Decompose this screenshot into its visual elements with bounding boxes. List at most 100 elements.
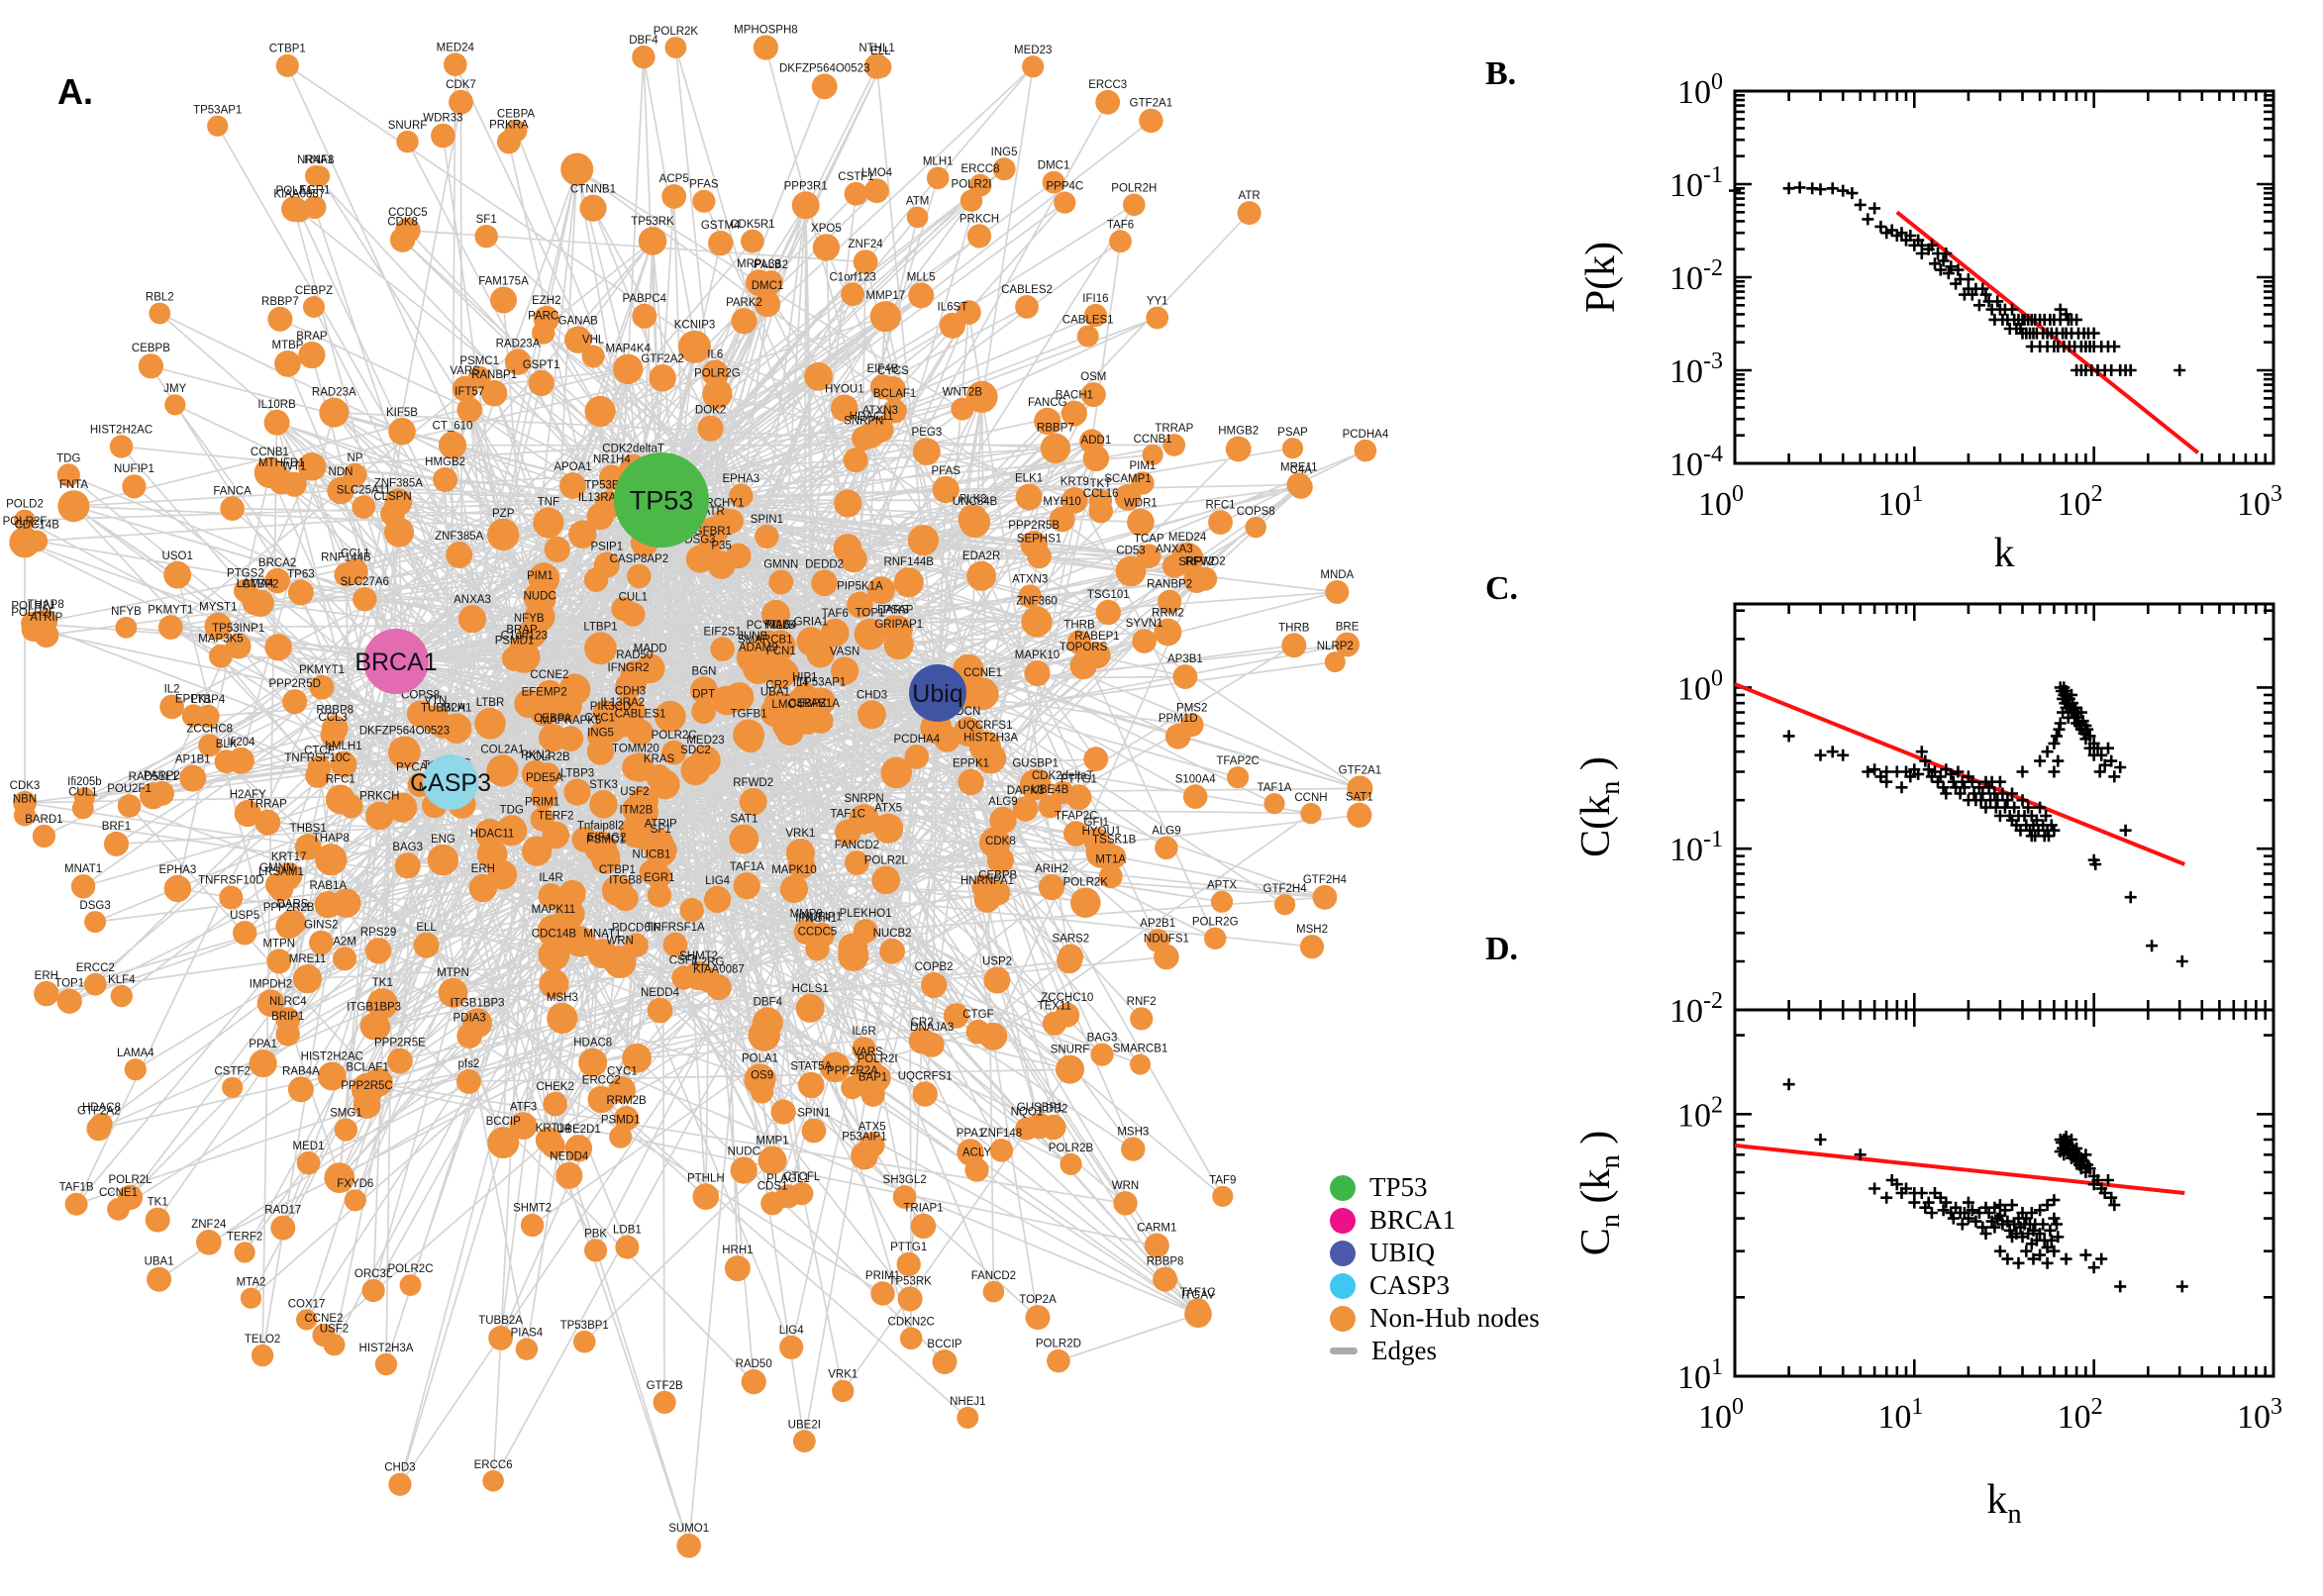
gene-label: SAT1 [730,814,758,826]
gene-label: ACLY [962,1147,992,1159]
non-hub-node [832,1379,855,1403]
non-hub-node [741,1369,766,1395]
non-hub-node [240,1287,262,1309]
gene-label: THRB [1278,622,1310,634]
non-hub-node [811,569,838,597]
gene-label: IL6 [707,349,723,360]
gene-label: VRK1 [828,1369,858,1381]
non-hub-node [719,509,744,534]
gene-label: TAF1B [59,1182,94,1194]
non-hub-node [798,1071,825,1099]
non-hub-node [638,227,667,255]
gene-label: MYST1 [199,602,237,614]
gene-label: GTF2A1 [1130,98,1172,110]
non-hub-node [487,1127,520,1159]
non-hub-node [754,290,781,318]
non-hub-node [556,1161,583,1189]
gene-label: PLAGL1 [766,1173,809,1185]
non-hub-node [966,224,992,249]
gene-label: RNF144B [321,551,371,563]
gene-label: RRM2 [1152,608,1184,620]
gene-label: SCAMP1 [1104,473,1151,485]
non-hub-node [808,922,835,948]
gene-label: Ifi204 [227,737,255,748]
gene-label: ATR [1239,190,1261,202]
non-hub-node [587,723,613,748]
gene-label: NEDD4 [641,987,680,999]
non-hub-node [274,350,301,377]
gene-label: CDC14B [532,929,577,941]
legend-item-casp3: CASP3 [1330,1269,1540,1302]
non-hub-node [690,676,718,705]
gene-label: TNFRSF1A [646,922,705,934]
gene-label: TSSK1B [1092,835,1136,847]
gene-label: LTBP3 [560,768,594,780]
gene-label: PTTG1 [1060,773,1097,785]
gene-label: NR1H4 [593,454,631,466]
gene-label: GUSBP1 [1017,1102,1063,1114]
non-hub-node [319,397,350,428]
non-hub-node [462,1008,493,1039]
gene-label: EIF4B [867,363,899,375]
gene-label: ELK1 [1015,473,1043,485]
non-hub-node [904,745,930,769]
gene-label: NUDC [523,590,556,602]
gene-label: DMC1 [1038,160,1070,172]
non-hub-node [892,1185,917,1209]
gene-label: SEPHS1 [1017,534,1061,546]
non-hub-node [779,1335,804,1359]
non-hub-node [838,940,869,971]
gene-label: PRKRA [489,119,529,131]
gene-label: TUBB2A [478,1315,523,1327]
gene-label: POLR2L [864,855,909,867]
non-hub-node [387,1047,413,1074]
tick-label: 101 [1677,1354,1723,1396]
non-hub-node [1139,108,1163,134]
gene-label: CD53 [1116,546,1145,557]
non-hub-node [676,1533,701,1558]
plot-frame-B [1733,89,2275,465]
gene-label: SNURF [1051,1045,1090,1056]
non-hub-node [109,435,134,458]
gene-label: MNDA [1320,569,1354,581]
non-hub-node [628,786,658,817]
non-hub-node [1153,1266,1178,1292]
gene-label: EPHA3 [722,473,759,485]
gene-label: ATR [703,506,725,518]
gene-label: CDK5R1 [730,219,774,231]
gene-label: PRIM1 [865,1270,900,1282]
non-hub-node [1049,506,1075,533]
gene-label: MSH3 [547,992,578,1004]
gene-label: WRN [606,935,633,947]
gene-label: MSH3 [1117,1126,1149,1138]
non-hub-node [158,615,183,640]
non-hub-node [514,689,544,719]
non-hub-node [110,984,133,1008]
gene-label: EPPK1 [175,693,212,705]
gene-label: WDR33 [423,113,462,125]
gene-label: S100A4 [1175,773,1217,785]
gene-label: THRB [1063,620,1095,632]
non-hub-node [455,1068,481,1094]
gene-label: NEDD4 [550,1151,589,1163]
gene-label: NBN [13,793,37,805]
non-hub-node [1354,439,1377,462]
non-hub-node [388,417,416,446]
gene-label: ELL [870,46,891,57]
non-hub-node [196,1230,222,1255]
non-hub-node [234,799,261,828]
gene-label: HIP1 [792,672,818,684]
panel-b-label: B. [1485,55,1517,92]
gene-label: ORC3L [354,1268,393,1280]
gene-label: PSIP1 [590,542,623,553]
gene-label: CR2 [911,1017,934,1029]
non-hub-node [690,746,721,776]
non-hub-node [496,815,528,847]
non-hub-node [724,1255,751,1282]
non-hub-node [851,1142,878,1170]
non-hub-node [456,397,483,423]
non-hub-node [70,874,96,899]
non-hub-node [233,921,257,946]
non-hub-node [480,379,508,407]
gene-label: COX17 [288,1298,326,1310]
